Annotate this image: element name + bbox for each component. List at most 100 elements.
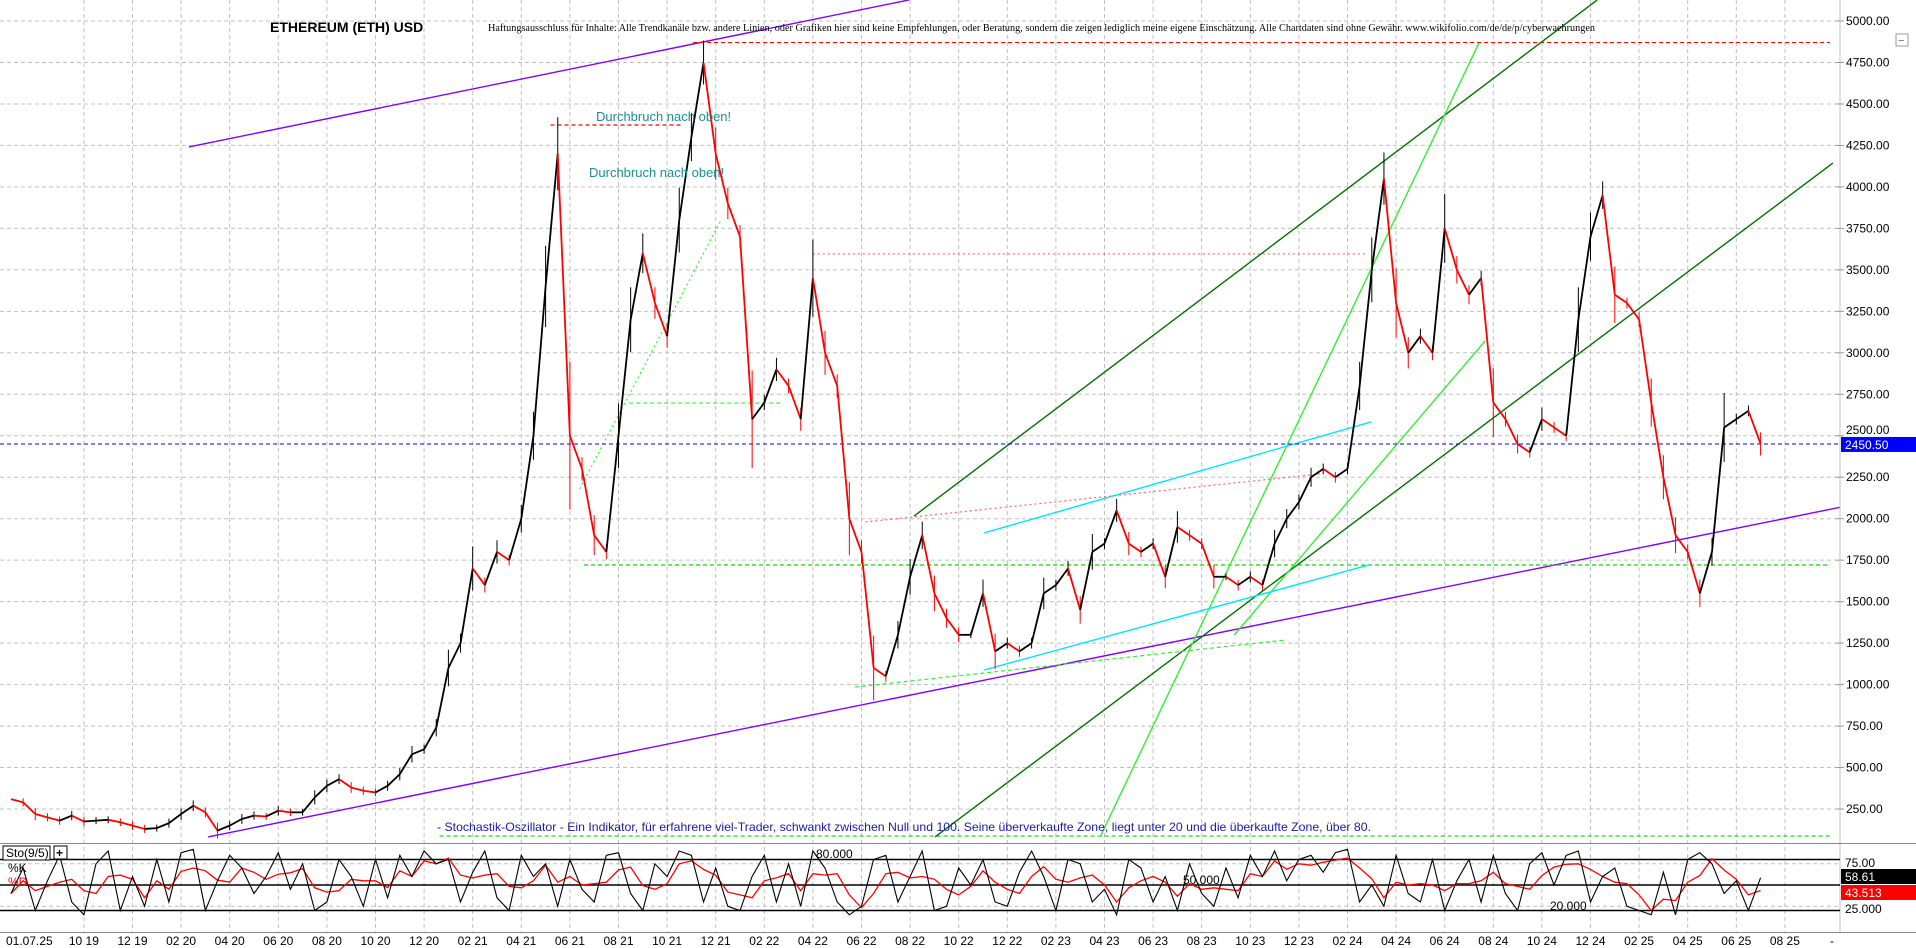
price-segment-up — [326, 778, 340, 787]
price-segment-down — [1747, 410, 1762, 445]
x-tick-label: 06 22 — [846, 934, 876, 948]
stochastic-k-line — [10, 848, 1762, 917]
price-segment-up — [447, 642, 462, 669]
price-segment-up — [1030, 593, 1045, 644]
x-tick-label: 12 21 — [701, 934, 731, 948]
price-segment-down — [787, 385, 802, 420]
price-segment-up — [1334, 468, 1349, 478]
price-segment-down — [1650, 402, 1665, 478]
price-segment-up — [666, 219, 681, 337]
x-tick-label: 08 21 — [603, 934, 633, 948]
price-segment-up — [520, 435, 535, 519]
price-segment-up — [1310, 468, 1324, 478]
x-tick-label: 08 25 — [1770, 934, 1800, 948]
y-tick-label: 1750.00 — [1846, 553, 1890, 567]
price-segment-down — [22, 801, 36, 815]
price-segment-down — [363, 789, 376, 794]
price-segment-down — [1614, 293, 1628, 304]
level-50-label: 50.000 — [1183, 873, 1220, 887]
collapse-button[interactable]: − — [1895, 33, 1909, 47]
price-segment-down — [593, 534, 608, 553]
price-segment-up — [1711, 427, 1726, 552]
price-segment-up — [544, 153, 559, 287]
price-segment-down — [204, 811, 219, 832]
add-indicator-button[interactable] — [53, 845, 68, 860]
price-segment-up — [508, 518, 523, 561]
price-segment-down — [1626, 302, 1640, 321]
price-segment-up — [1565, 319, 1580, 436]
price-segment-down — [108, 818, 121, 824]
price-segment-down — [581, 468, 596, 536]
y-tick-label: 2500.00 — [1846, 423, 1890, 437]
price-segment-up — [1091, 542, 1106, 553]
price-segment-down — [1480, 278, 1495, 403]
y-tick-label: 4750.00 — [1846, 55, 1890, 69]
x-tick-label: 04 21 — [506, 934, 536, 948]
price-segment-up — [265, 809, 279, 818]
price-segment-down — [982, 593, 997, 652]
price-segment-down — [471, 567, 486, 586]
price-segment-up — [605, 435, 620, 552]
price-segment-down — [556, 153, 571, 436]
indicator-name-box[interactable] — [2, 845, 51, 861]
price-segment-up — [484, 551, 498, 586]
x-tick-label: 12 24 — [1575, 934, 1605, 948]
x-tick-label: 06 23 — [1138, 934, 1168, 948]
price-segment-down — [848, 518, 863, 553]
x-tick-label: 12 20 — [409, 934, 439, 948]
price-segment-up — [763, 369, 778, 403]
price-segment-up — [217, 824, 231, 832]
steep-trendline-2 — [1233, 340, 1486, 636]
price-segment-up — [969, 593, 984, 636]
x-tick-label: 04 23 — [1089, 934, 1119, 948]
x-tick-label: 06 21 — [555, 934, 585, 948]
price-segment-up — [1140, 542, 1154, 553]
k-value-tag-bg — [1841, 869, 1916, 884]
price-segment-down — [1601, 195, 1616, 295]
level-80-label: 80.000 — [816, 847, 853, 861]
price-segment-down — [873, 667, 887, 678]
price-tag-background — [1841, 436, 1916, 452]
price-segment-down — [192, 804, 206, 814]
cyan-lower — [983, 564, 1370, 671]
time-axis: 10 19 12 19 02 20 04 20 06 20 08 20 10 20 12 20… — [69, 934, 1800, 948]
price-segment-up — [459, 568, 474, 644]
price-segment-down — [1419, 335, 1434, 354]
price-segment-up — [897, 576, 911, 636]
sto-axis-75: 75.00 — [1845, 856, 1875, 870]
price-segment-down — [1006, 642, 1020, 653]
price-segment-up — [375, 785, 389, 794]
price-segment-down — [1686, 551, 1701, 594]
price-segment-down — [120, 821, 133, 827]
d-value-tag: 43.513 — [1845, 886, 1882, 900]
x-tick-label: 02 23 — [1041, 934, 1071, 948]
price-segment-up — [435, 667, 450, 728]
price-segment-down — [278, 809, 291, 814]
x-tick-label: 04 24 — [1381, 934, 1411, 948]
price-segment-up — [1358, 269, 1373, 387]
green-dotted-2022 — [854, 639, 1286, 688]
price-segment-down — [1067, 568, 1082, 611]
y-tick-label: 1500.00 — [1846, 595, 1890, 609]
price-segment-down — [702, 62, 717, 154]
price-segment-up — [301, 796, 316, 813]
x-tick-label: 06 20 — [263, 934, 293, 948]
y-tick-label: 2250.00 — [1846, 470, 1890, 484]
price-segment-down — [812, 278, 826, 353]
price-segment-down — [35, 813, 48, 819]
y-tick-label: 750.00 — [1846, 719, 1883, 733]
disclaimer-text: Haftungsausschluss für Inhalte: Alle Tre… — [488, 22, 1595, 34]
price-segment-down — [1322, 468, 1336, 478]
stochastic-d-line — [10, 857, 1761, 912]
x-tick-label: 10 22 — [944, 934, 974, 948]
indicator-name[interactable]: Sto(9/5) — [6, 846, 49, 860]
y-tick-label: 250.00 — [1846, 802, 1883, 816]
y-tick-label: 2000.00 — [1846, 512, 1890, 526]
level-20-label: 20.000 — [1550, 899, 1587, 913]
price-segment-down — [132, 824, 145, 830]
price-segment-up — [1723, 418, 1737, 429]
price-segment-down — [933, 592, 948, 619]
price-segment-up — [411, 748, 425, 756]
price-segment-up — [1079, 551, 1094, 611]
